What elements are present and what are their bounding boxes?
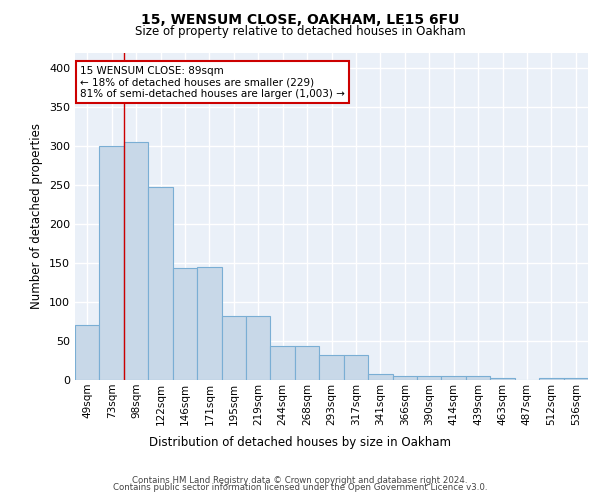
Bar bbox=[490, 378, 515, 380]
Bar bbox=[124, 142, 148, 380]
Bar bbox=[197, 267, 221, 380]
Bar bbox=[466, 376, 490, 380]
Bar bbox=[221, 316, 246, 380]
Text: Distribution of detached houses by size in Oakham: Distribution of detached houses by size … bbox=[149, 436, 451, 449]
Text: Contains HM Land Registry data © Crown copyright and database right 2024.: Contains HM Land Registry data © Crown c… bbox=[132, 476, 468, 485]
Text: Size of property relative to detached houses in Oakham: Size of property relative to detached ho… bbox=[134, 25, 466, 38]
Bar bbox=[539, 378, 563, 380]
Y-axis label: Number of detached properties: Number of detached properties bbox=[31, 123, 43, 309]
Bar bbox=[368, 374, 392, 380]
Text: 15 WENSUM CLOSE: 89sqm
← 18% of detached houses are smaller (229)
81% of semi-de: 15 WENSUM CLOSE: 89sqm ← 18% of detached… bbox=[80, 66, 345, 99]
Bar bbox=[417, 376, 442, 380]
Bar bbox=[100, 146, 124, 380]
Bar bbox=[173, 268, 197, 380]
Bar bbox=[295, 346, 319, 380]
Bar bbox=[392, 376, 417, 380]
Bar bbox=[271, 346, 295, 380]
Text: Contains public sector information licensed under the Open Government Licence v3: Contains public sector information licen… bbox=[113, 483, 487, 492]
Bar bbox=[442, 376, 466, 380]
Bar bbox=[344, 355, 368, 380]
Bar bbox=[246, 316, 271, 380]
Bar bbox=[563, 378, 588, 380]
Bar bbox=[148, 186, 173, 380]
Bar bbox=[319, 355, 344, 380]
Bar bbox=[75, 326, 100, 380]
Text: 15, WENSUM CLOSE, OAKHAM, LE15 6FU: 15, WENSUM CLOSE, OAKHAM, LE15 6FU bbox=[141, 12, 459, 26]
